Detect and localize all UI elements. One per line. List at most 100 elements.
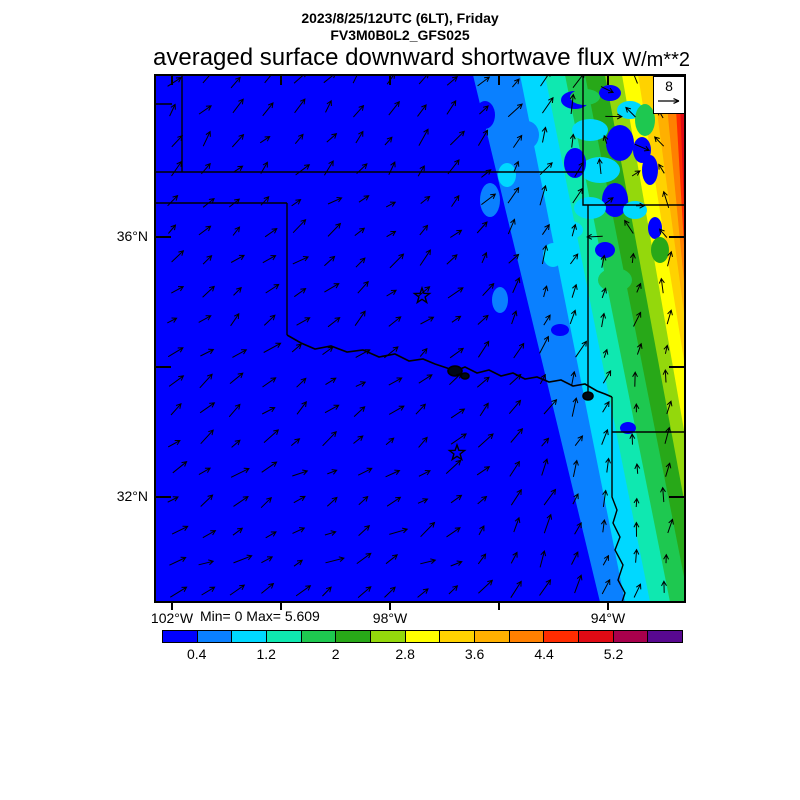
wind-arrow [539, 335, 549, 354]
wind-arrow [260, 161, 268, 174]
wind-arrow [326, 133, 338, 143]
wind-arrow [167, 77, 182, 87]
wind-arrow [571, 223, 577, 237]
wind-arrow [476, 466, 491, 476]
wind-arrow [420, 558, 437, 565]
wind-arrow [634, 143, 651, 152]
wind-arrow [569, 309, 577, 325]
colorbar-tick-label: 2.8 [395, 646, 415, 662]
colorbar-segment [197, 631, 233, 642]
wind-arrow [633, 75, 638, 84]
wind-arrow [539, 579, 552, 596]
wind-arrow [541, 458, 549, 476]
wind-arrow [323, 75, 336, 84]
wind-arrow [230, 254, 246, 263]
wind-arrow [292, 218, 307, 234]
wind-arrow [385, 201, 397, 208]
wind-arrow [171, 286, 185, 294]
wind-arrow [541, 126, 548, 143]
wind-arrow [356, 163, 368, 175]
wind-arrow [658, 228, 668, 238]
wind-arrow [384, 136, 393, 146]
wind-arrow [477, 129, 489, 146]
wind-arrow [417, 498, 429, 504]
wind-arrow [450, 229, 463, 238]
wind-arrow [511, 310, 518, 325]
wind-arrow [600, 518, 607, 533]
wind-arrow [199, 373, 213, 389]
wind-arrow [667, 518, 674, 534]
wind-arrow [601, 428, 609, 445]
wind-arrow [570, 370, 577, 387]
colorbar-tick-label: 4.4 [534, 646, 554, 662]
wind-arrow [202, 75, 214, 84]
wind-arrow [632, 371, 638, 387]
wind-arrow [605, 113, 623, 120]
wind-arrow [201, 162, 211, 175]
wind-arrow [602, 489, 608, 507]
wind-arrow [449, 372, 462, 386]
wind-arrow [479, 402, 489, 417]
wind-arrow [167, 440, 181, 448]
wind-arrow [200, 494, 214, 507]
wind-arrow [292, 256, 310, 265]
wind-arrow [169, 103, 176, 117]
wind-arrow [230, 312, 240, 327]
wind-arrow [171, 250, 185, 263]
wind-arrow [451, 194, 460, 207]
wind-arrow [296, 317, 311, 326]
wind-arrow [325, 556, 345, 564]
wind-arrow [324, 283, 340, 293]
wind-arrow [324, 530, 337, 536]
wind-arrow [293, 495, 306, 504]
wind-arrow [633, 311, 642, 327]
wind-arrow [633, 548, 640, 563]
wind-arrow [633, 521, 640, 537]
wind-arrow [539, 184, 548, 206]
wind-arrow [541, 244, 549, 265]
wind-arrow [357, 586, 372, 598]
colorbar-segment [648, 631, 683, 642]
wind-arrow [419, 347, 428, 357]
wind-arrow [265, 531, 277, 539]
wind-arrow [572, 459, 579, 478]
wind-arrow [357, 467, 373, 476]
wind-arrow [198, 315, 212, 323]
wind-arrow [260, 196, 270, 206]
wind-arrow [355, 257, 366, 268]
wind-arrow [294, 288, 307, 298]
wind-arrow [600, 254, 607, 268]
wind-arrow [510, 580, 522, 598]
wind-arrow [653, 136, 665, 147]
wind-arrow [512, 134, 523, 148]
wind-arrow [167, 496, 179, 503]
wind-arrow [447, 287, 464, 299]
lon-axis-label: 94°W [590, 610, 626, 626]
colorbar-tick-label: 3.6 [464, 646, 485, 662]
wind-arrow [663, 553, 670, 564]
wind-arrow [326, 496, 338, 507]
rivers [286, 334, 613, 401]
wind-arrow [232, 349, 248, 358]
wind-arrow [386, 289, 397, 297]
wind-arrow [663, 344, 670, 354]
colorbar-segment [544, 631, 580, 642]
wind-arrow [260, 496, 273, 509]
wind-arrow [233, 554, 253, 564]
wind-arrow [358, 525, 371, 536]
wind-arrow [324, 255, 336, 267]
wind-arrow [569, 253, 579, 265]
wind-arrow [327, 197, 343, 205]
wind-arrow [543, 513, 553, 534]
wind-arrow [481, 193, 497, 205]
wind-arrow [541, 437, 550, 447]
wind-arrow [658, 277, 665, 294]
wind-arrow [513, 342, 525, 359]
colorbar-segment [440, 631, 476, 642]
wind-arrow [353, 435, 364, 444]
wind-arrow [476, 376, 490, 388]
wind-arrow [478, 579, 494, 594]
wind-arrow [602, 134, 609, 144]
wind-arrow [170, 403, 182, 416]
wind-arrow [604, 197, 614, 205]
